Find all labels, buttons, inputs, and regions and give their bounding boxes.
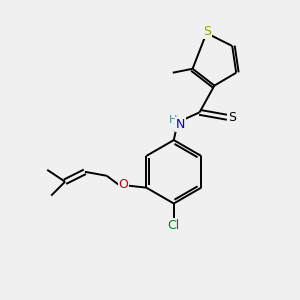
Text: Cl: Cl xyxy=(168,219,180,232)
Text: N: N xyxy=(176,118,185,131)
Text: H: H xyxy=(169,115,177,125)
Text: S: S xyxy=(228,111,236,124)
Text: O: O xyxy=(118,178,128,191)
Text: S: S xyxy=(203,25,211,38)
